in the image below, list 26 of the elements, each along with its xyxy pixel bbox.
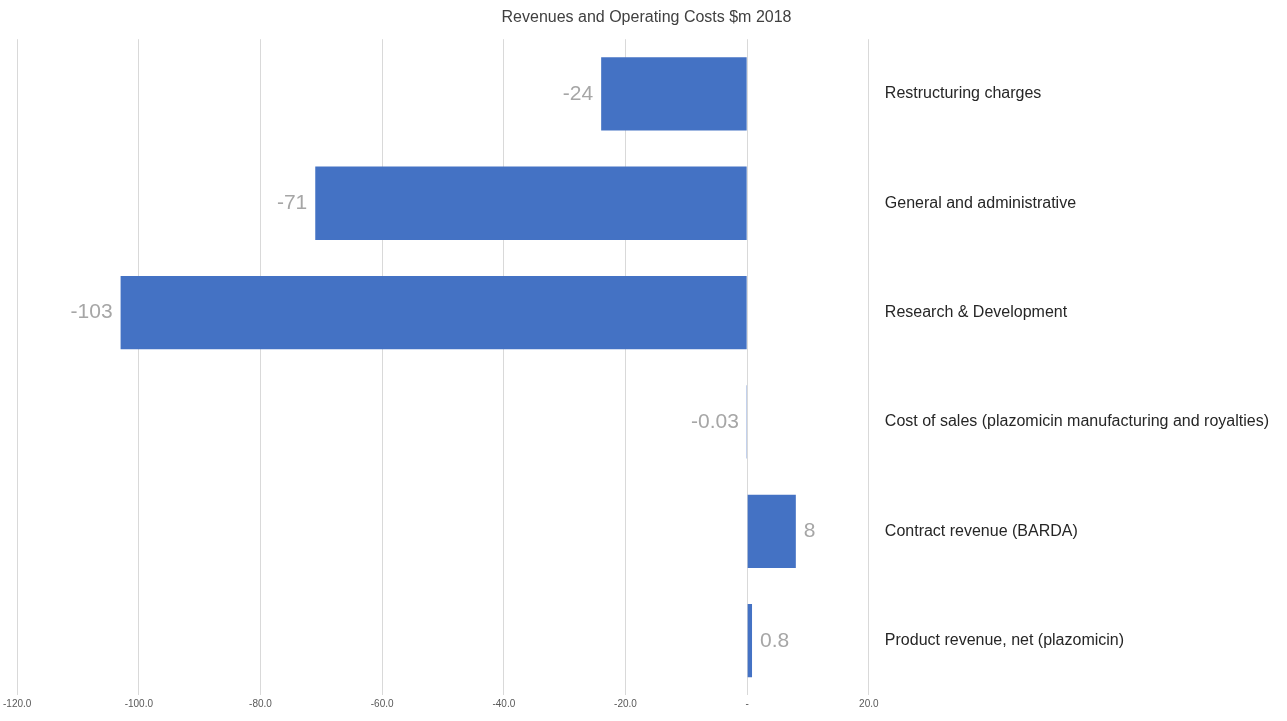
data-label: 8 <box>803 518 816 542</box>
data-label: -0.03 <box>691 408 739 432</box>
data-label: 0.8 <box>760 627 790 651</box>
bar <box>120 275 747 350</box>
bar <box>601 57 747 131</box>
chart-title: Revenues and Operating Costs $m 2018 <box>501 8 792 26</box>
x-tick-label: -100.0 <box>124 698 154 710</box>
data-label: -103 <box>70 299 113 323</box>
bar <box>747 604 753 678</box>
data-label: -24 <box>562 80 594 104</box>
x-tick-label: -80.0 <box>249 698 273 710</box>
y-tick-label: Cost of sales (plazomicin manufacturing and royalties) <box>884 412 1269 430</box>
x-tick-label: 20.0 <box>859 698 879 710</box>
bar <box>315 166 747 240</box>
x-tick-label: - <box>745 698 749 710</box>
y-tick-label: General and administrative <box>884 193 1077 211</box>
y-tick-label: Restructuring charges <box>884 84 1042 102</box>
y-tick-label: Contract revenue (BARDA) <box>884 521 1078 539</box>
x-tick-label: -20.0 <box>614 698 638 710</box>
y-tick-label: Product revenue, net (plazomicin) <box>884 631 1125 649</box>
x-tick-label: -40.0 <box>492 698 516 710</box>
x-tick-label: -60.0 <box>370 698 394 710</box>
x-tick-label: -120.0 <box>3 698 32 710</box>
bar <box>747 494 796 568</box>
y-tick-label: Research & Development <box>884 303 1068 321</box>
data-label: -71 <box>276 190 308 214</box>
